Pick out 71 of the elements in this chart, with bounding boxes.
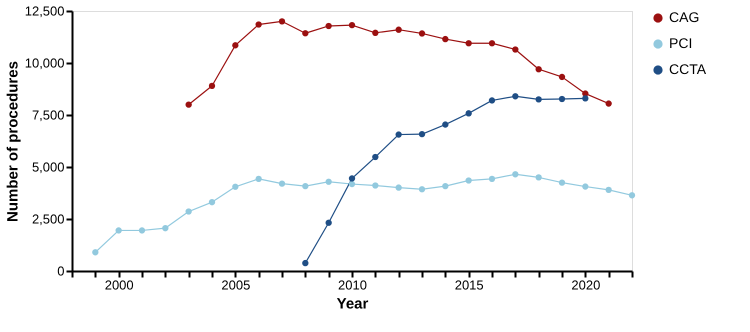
y-tick-label: 5,000 [32, 160, 64, 174]
y-tick-label: 7,500 [32, 108, 64, 122]
x-tick-label: 2015 [454, 278, 484, 292]
point [582, 183, 588, 190]
point [302, 260, 308, 266]
point [488, 176, 496, 182]
x-axis-title: Year [336, 296, 369, 312]
legend-label: PCI [669, 35, 692, 51]
point [418, 186, 426, 192]
point [628, 192, 636, 198]
y-axis-title: Number of procedures [4, 61, 22, 222]
point [558, 74, 566, 80]
legend-label: CCTA [669, 61, 707, 77]
legend-label: CAG [669, 9, 700, 25]
point [208, 82, 216, 90]
point [442, 36, 448, 42]
x-tick-label: 2000 [104, 278, 134, 292]
x-tick-label: 2020 [571, 278, 600, 292]
point [372, 154, 378, 160]
x-tick-label: 2010 [338, 278, 367, 292]
point [208, 198, 216, 206]
point [418, 30, 426, 37]
point [326, 22, 332, 30]
point [512, 46, 518, 53]
x-tick-label: 2005 [221, 278, 250, 292]
point [326, 220, 332, 226]
point [558, 179, 566, 186]
point [512, 171, 518, 178]
point [582, 95, 588, 102]
point [606, 186, 612, 194]
point [278, 180, 286, 187]
point [302, 30, 308, 36]
point [232, 42, 238, 48]
point [372, 30, 378, 36]
point [348, 180, 356, 188]
point [256, 176, 262, 182]
point [348, 22, 356, 28]
point [372, 182, 378, 189]
point [606, 100, 612, 107]
y-tick-label: 0 [57, 264, 64, 278]
point [162, 224, 168, 232]
point [418, 130, 426, 138]
point [302, 182, 308, 190]
point [466, 40, 472, 46]
point [558, 96, 566, 102]
point [536, 66, 542, 72]
point [278, 18, 286, 25]
point [232, 184, 238, 190]
point [396, 184, 402, 191]
point [488, 40, 496, 46]
point [256, 21, 262, 28]
point [348, 175, 356, 182]
point [92, 249, 98, 256]
point [138, 227, 146, 234]
point [116, 227, 122, 234]
point [536, 174, 542, 181]
point [512, 93, 518, 100]
y-tick-label: 12,500 [24, 4, 64, 18]
y-tick-label: 2,500 [32, 212, 64, 226]
point [442, 182, 448, 190]
point [396, 26, 402, 33]
point [442, 121, 448, 128]
point [326, 178, 332, 185]
point [186, 208, 192, 215]
y-tick-label: 10,000 [24, 56, 64, 70]
point [186, 101, 192, 108]
point [488, 97, 496, 104]
point [466, 110, 472, 116]
point [466, 177, 472, 184]
point [396, 131, 402, 138]
point [536, 96, 542, 103]
